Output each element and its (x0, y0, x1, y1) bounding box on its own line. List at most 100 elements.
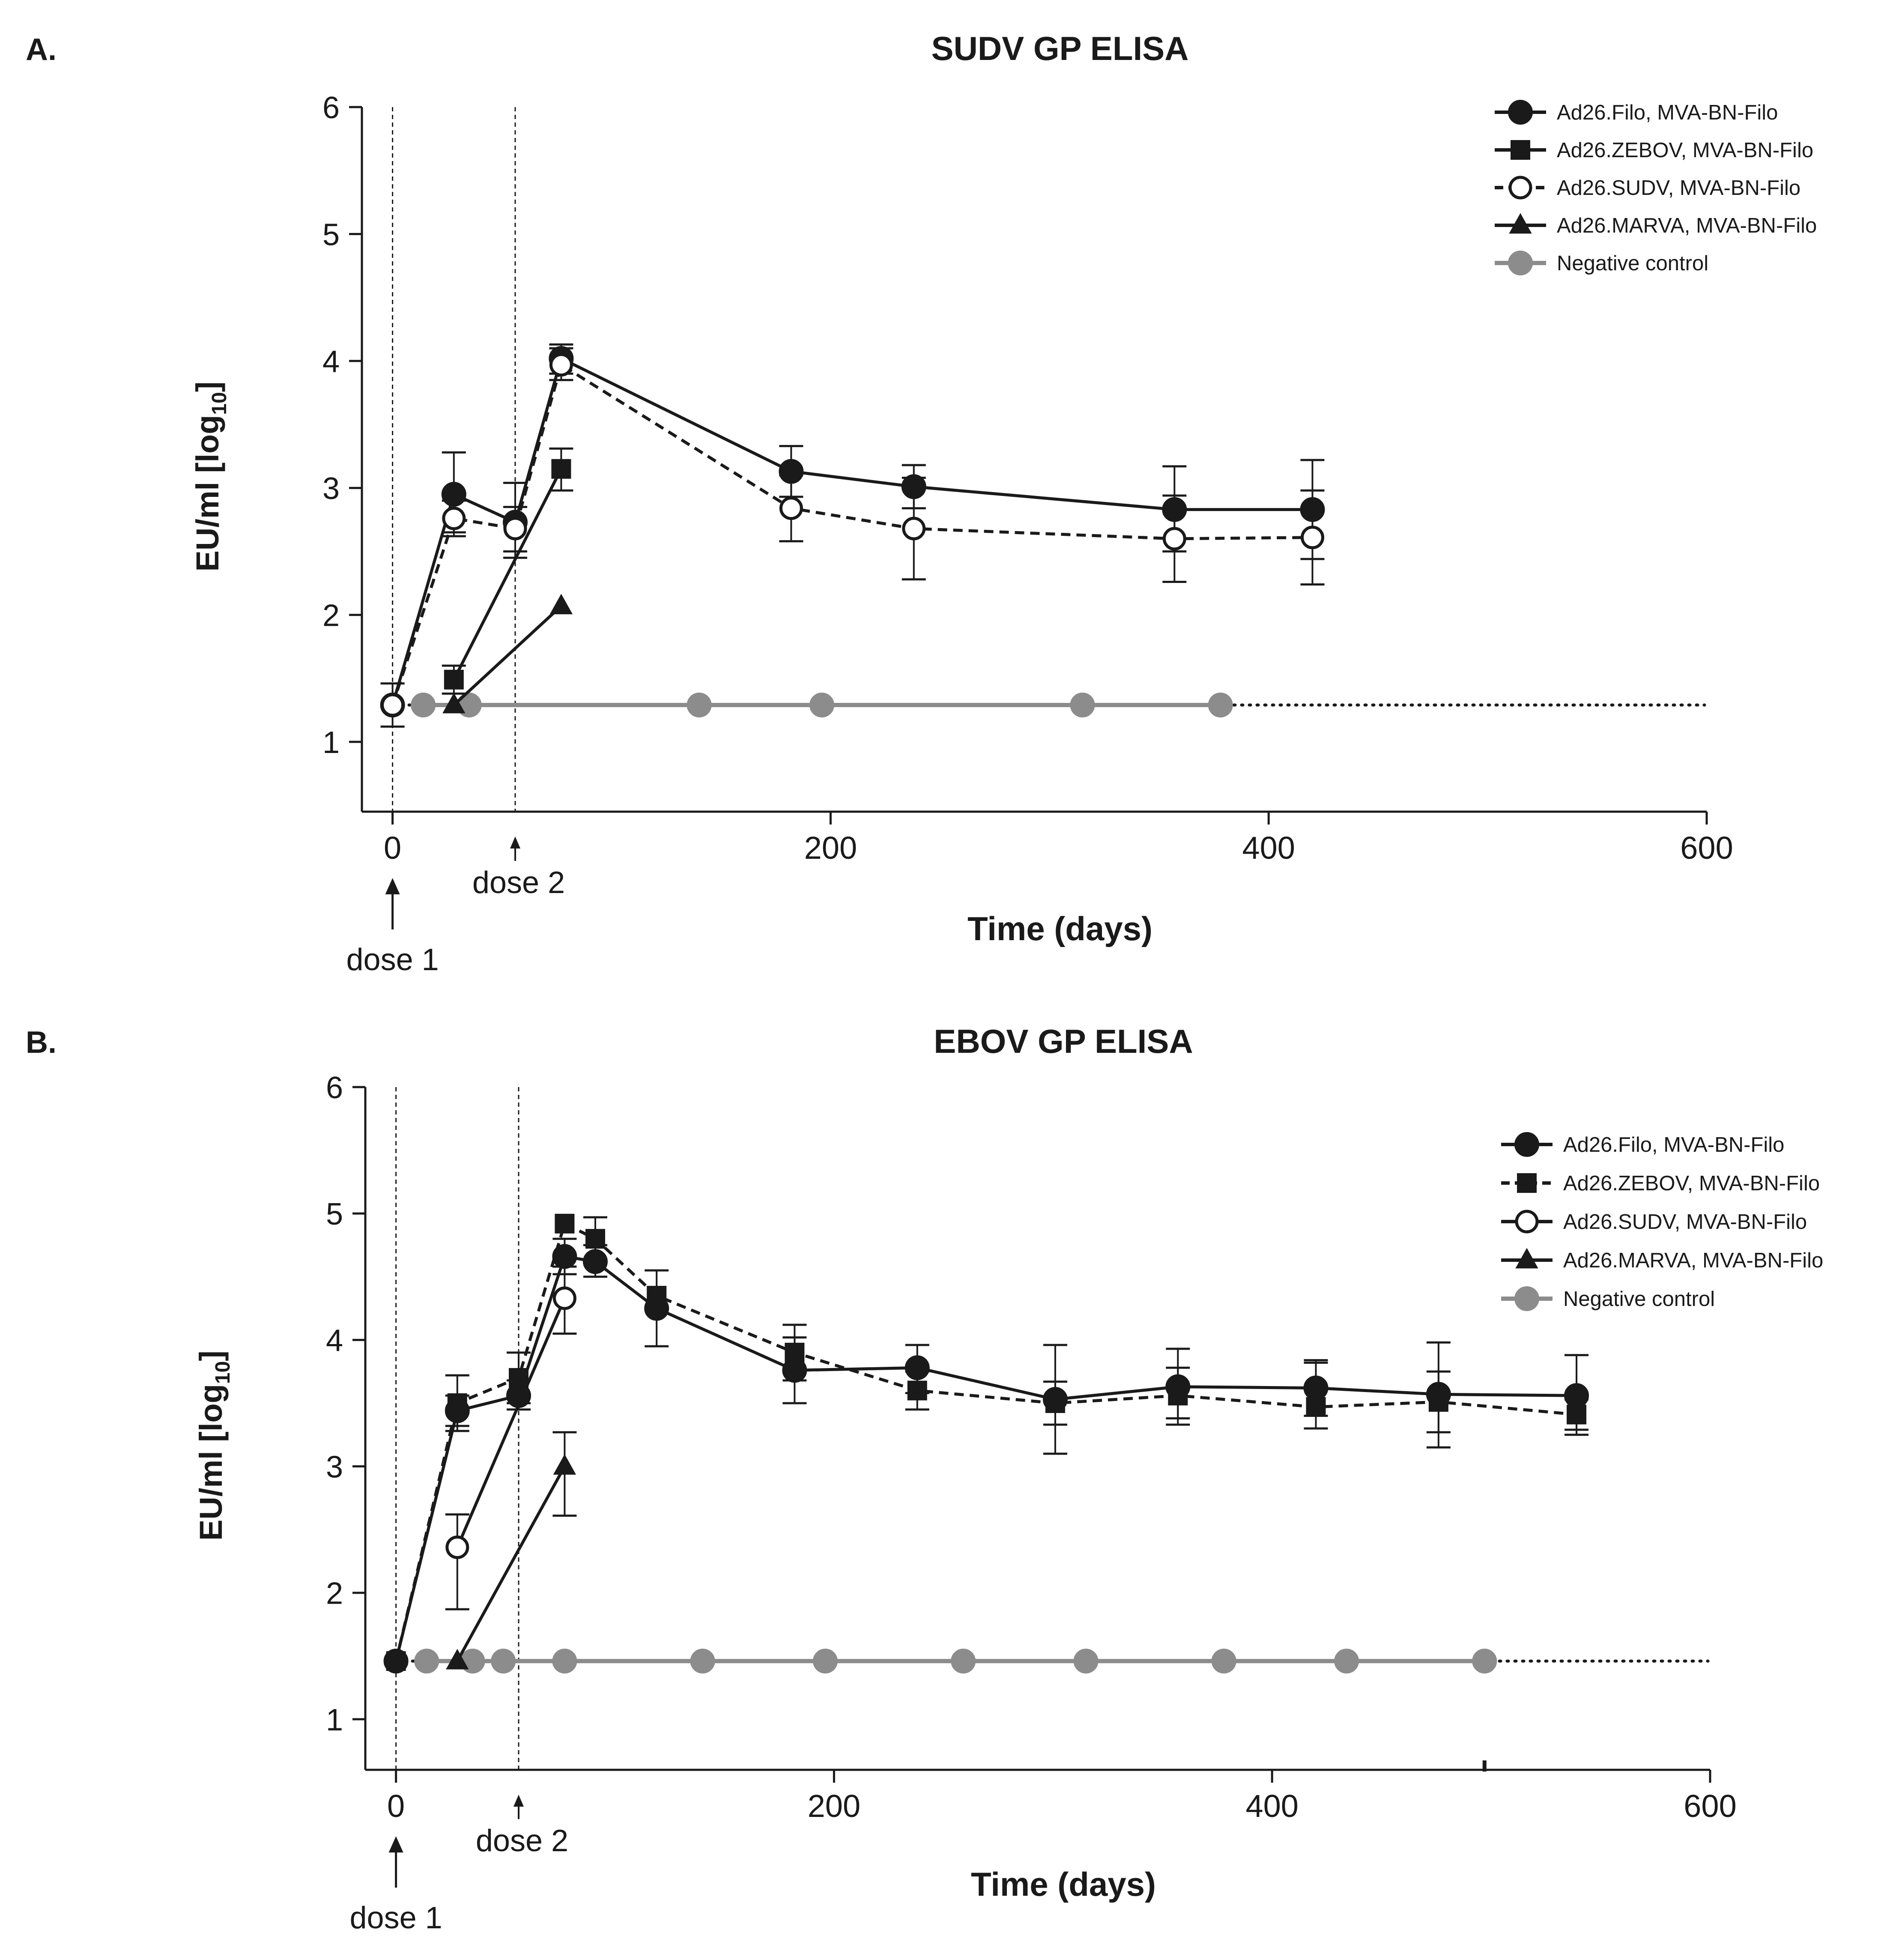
legend-label: Ad26.Filo, MVA-BN-Filo (1563, 1133, 1784, 1156)
data-point (1334, 1649, 1359, 1674)
data-point (386, 1651, 406, 1671)
y-tick-label: 6 (326, 1071, 343, 1105)
legend-label: Ad26.MARVA, MVA-BN-Filo (1557, 214, 1817, 237)
series-ad26-marva-mva-bn-filo (442, 594, 573, 714)
data-point (1073, 1649, 1099, 1674)
data-point (812, 1649, 838, 1674)
dose-1-label: dose 1 (350, 1901, 442, 1935)
data-point (951, 1649, 976, 1674)
legend-swatch-marker (1508, 176, 1532, 200)
y-tick-label: 4 (322, 345, 340, 379)
data-point (585, 1229, 605, 1249)
legend-label: Ad26.ZEBOV, MVA-BN-Filo (1563, 1172, 1820, 1195)
x-tick-label: 400 (1245, 1788, 1298, 1824)
chart-title: EBOV GP ELISA (934, 1022, 1193, 1060)
y-axis-title-subscript: 10 (208, 392, 231, 415)
data-point (1472, 1649, 1497, 1674)
x-axis-title: Time (days) (971, 1865, 1156, 1903)
x-tick-label: 400 (1242, 830, 1295, 866)
y-tick-label: 1 (326, 1703, 343, 1737)
legend-label: Negative control (1563, 1288, 1715, 1311)
data-point (1045, 1393, 1065, 1413)
legend-label: Ad26.ZEBOV, MVA-BN-Filo (1557, 139, 1813, 162)
dose-2-label: dose 2 (472, 866, 565, 900)
legend-swatch-marker (1515, 1248, 1538, 1269)
y-axis-title: EU/ml [log10] (193, 1350, 234, 1541)
y-axis-title-main: EU/ml [log (190, 415, 225, 572)
data-point (414, 1649, 439, 1674)
data-point (446, 1649, 469, 1670)
x-tick-label: 200 (804, 830, 857, 866)
legend-label: Negative control (1557, 252, 1708, 275)
data-point (1208, 693, 1233, 718)
data-point (444, 669, 464, 690)
dose-arrow-head (513, 1795, 524, 1807)
data-point (1300, 526, 1324, 550)
data-point (647, 1286, 667, 1306)
x-tick-label: 600 (1684, 1788, 1736, 1824)
data-point (1306, 1397, 1326, 1417)
series-ad26-marva-mva-bn-filo (446, 1431, 577, 1670)
data-point (1168, 1386, 1188, 1406)
data-point (508, 1368, 528, 1388)
y-tick-label: 2 (322, 599, 340, 633)
dose-2-label: dose 2 (476, 1824, 568, 1858)
data-point (553, 1454, 576, 1475)
y-tick-label: 6 (322, 91, 340, 125)
data-point (809, 693, 834, 718)
data-point (549, 594, 573, 615)
data-point (491, 1649, 516, 1674)
dose-arrow-head (388, 1836, 403, 1852)
data-point (687, 693, 712, 718)
data-point (1162, 527, 1186, 551)
series-line (456, 1465, 566, 1662)
series-negative-control (414, 1649, 1497, 1674)
legend: Ad26.Filo, MVA-BN-Filo Ad26.ZEBOV, MVA-BN… (1495, 100, 1817, 275)
series-line (456, 1297, 566, 1548)
series-line (452, 468, 563, 681)
y-tick-label: 3 (326, 1450, 343, 1485)
data-point (503, 517, 527, 541)
data-point (1070, 693, 1095, 718)
data-point (1211, 1649, 1236, 1674)
legend-swatch-marker (1515, 1210, 1539, 1234)
legend-label: Ad26.SUDV, MVA-BN-Filo (1557, 176, 1800, 200)
data-point (552, 1286, 576, 1310)
x-axis-title: Time (days) (967, 910, 1152, 947)
data-point (442, 693, 466, 714)
legend-label: Ad26.MARVA, MVA-BN-Filo (1563, 1249, 1823, 1272)
data-point (1567, 1404, 1587, 1425)
chart-title: SUDV GP ELISA (931, 30, 1188, 67)
y-axis-title: EU/ml [log10] (190, 382, 231, 572)
data-point (902, 517, 926, 541)
legend-swatch-marker (1508, 100, 1533, 125)
dose-arrow-head (385, 878, 400, 894)
series-ad26-sudv-mva-bn-filo (381, 347, 1325, 717)
data-point (1428, 1392, 1448, 1412)
x-tick-label: 0 (387, 1788, 405, 1824)
y-tick-label: 1 (322, 726, 340, 760)
series-ad26-zebov-mva-bn-filo (442, 447, 573, 695)
legend: Ad26.Filo, MVA-BN-Filo Ad26.ZEBOV, MVA-BN… (1501, 1132, 1823, 1311)
y-tick-label: 4 (326, 1324, 343, 1358)
x-tick-label: 0 (384, 830, 401, 866)
data-point (779, 496, 803, 520)
y-tick-label: 2 (326, 1577, 343, 1611)
panel-a-sudv-elisa: A. SUDV GP ELISA 1 2 3 4 5 6 0 200 400 600 Time (day… (26, 30, 1817, 977)
legend-swatch-marker (1514, 1132, 1539, 1157)
legend-swatch-marker (1509, 213, 1532, 234)
data-point (447, 1393, 467, 1413)
y-tick-label: 3 (322, 472, 340, 506)
series-ad26-zebov-mva-bn-filo (386, 1213, 1589, 1671)
legend-swatch-marker (1517, 1173, 1537, 1193)
x-tick-label: 200 (808, 1788, 860, 1824)
data-point (690, 1649, 715, 1674)
data-point (411, 693, 436, 718)
data-point (785, 1342, 805, 1362)
dose-arrow-head (510, 837, 520, 849)
panel-b-ebov-elisa: B. EBOV GP ELISA 1 2 3 4 5 6 0 200 400 600 Time (day… (26, 1022, 1823, 1935)
x-tick-label: 600 (1680, 830, 1733, 866)
legend-swatch-marker (1511, 140, 1530, 160)
y-axis-title-end: ] (190, 382, 225, 392)
